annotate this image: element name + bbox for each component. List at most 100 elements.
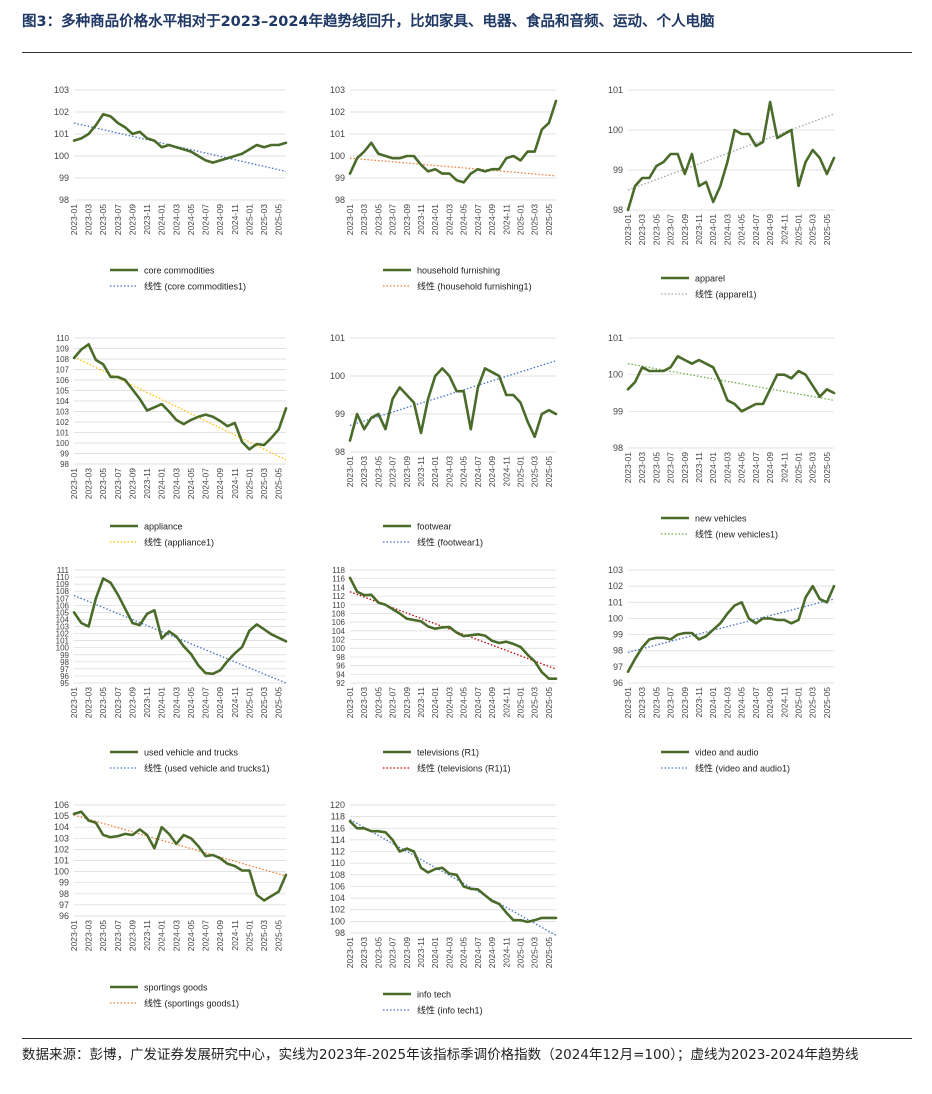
x-tick-label: 2025-05 — [274, 920, 284, 951]
y-tick-label: 94 — [336, 670, 345, 679]
x-tick-label: 2024-07 — [751, 452, 761, 483]
x-tick-label: 2023-11 — [694, 452, 704, 483]
x-tick-label: 2025-01 — [244, 920, 254, 951]
x-tick-label: 2025-03 — [530, 937, 540, 968]
x-tick-label: 2025-03 — [530, 687, 540, 718]
y-tick-label: 101 — [608, 333, 623, 343]
x-tick-label: 2023-11 — [142, 204, 152, 235]
legend-label-actual: televisions (R1) — [417, 748, 479, 758]
legend-label-trend: 线性 (televisions (R1)1) — [417, 763, 511, 774]
footer-divider — [22, 1038, 912, 1039]
x-tick-label: 2024-09 — [765, 452, 775, 483]
x-tick-label: 2025-05 — [822, 214, 832, 245]
x-tick-label: 2023-09 — [402, 204, 412, 235]
x-tick-label: 2023-05 — [651, 214, 661, 245]
x-tick-label: 2025-01 — [515, 937, 525, 968]
x-tick-label: 2024-03 — [171, 204, 181, 235]
x-tick-label: 2024-07 — [201, 920, 211, 951]
x-tick-label: 2023-05 — [98, 468, 108, 499]
y-tick-label: 102 — [56, 630, 70, 639]
y-tick-label: 106 — [56, 376, 70, 385]
y-tick-label: 101 — [54, 129, 69, 139]
x-tick-label: 2024-07 — [751, 214, 761, 245]
y-tick-label: 100 — [330, 371, 345, 381]
x-tick-label: 2025-03 — [808, 687, 818, 718]
legend-label-trend: 线性 (sportings goods1) — [144, 998, 239, 1009]
y-tick-label: 101 — [56, 429, 70, 438]
y-tick-label: 99 — [613, 406, 623, 416]
legend-label-trend: 线性 (new vehicles1) — [695, 529, 778, 540]
chart-panel-1: 98 99 100 101 102 103 2023-01 2023-03 2023-05 202… — [54, 85, 288, 292]
y-tick-label: 103 — [54, 833, 69, 843]
x-tick-label: 2023-03 — [637, 687, 647, 718]
x-tick-label: 2023-03 — [359, 687, 369, 718]
x-tick-label: 2024-05 — [459, 687, 469, 718]
x-tick-label: 2023-05 — [98, 687, 108, 718]
x-tick-label: 2024-05 — [459, 456, 469, 487]
y-tick-label: 101 — [608, 85, 623, 95]
y-tick-label: 100 — [608, 370, 623, 380]
x-tick-label: 2024-11 — [230, 204, 240, 235]
x-tick-label: 2023-07 — [113, 687, 123, 718]
trend-line — [627, 363, 835, 401]
x-tick-label: 2023-09 — [680, 214, 690, 245]
x-tick-label: 2024-09 — [765, 687, 775, 718]
x-tick-label: 2023-05 — [373, 456, 383, 487]
legend-label-actual: video and audio — [695, 748, 759, 758]
x-tick-label: 2023-07 — [388, 937, 398, 968]
x-tick-label: 2025-03 — [808, 214, 818, 245]
x-tick-label: 2023-11 — [416, 204, 426, 235]
y-tick-label: 98 — [335, 928, 345, 938]
x-tick-label: 2024-03 — [722, 214, 732, 245]
y-tick-label: 108 — [332, 609, 346, 618]
x-tick-label: 2024-03 — [171, 920, 181, 951]
chart-panel-2: 98 99 100 101 102 103 2023-01 2023-03 2023-05 202… — [330, 85, 558, 292]
series-line — [626, 354, 836, 413]
y-tick-label: 98 — [60, 658, 69, 667]
legend-label-trend: 线性 (video and audio1) — [695, 763, 790, 774]
x-tick-label: 2025-05 — [544, 456, 554, 487]
x-tick-label: 2023-09 — [402, 937, 412, 968]
x-tick-label: 2024-05 — [186, 920, 196, 951]
x-tick-label: 2023-05 — [373, 687, 383, 718]
x-tick-label: 2024-11 — [501, 937, 511, 968]
chart-panel-5: 98 99 100 101 2023-01 2023-03 2023-05 2023-07 20… — [330, 333, 558, 548]
x-tick-label: 2024-07 — [473, 937, 483, 968]
x-tick-label: 2024-01 — [157, 920, 167, 951]
x-tick-label: 2023-05 — [651, 452, 661, 483]
x-tick-label: 2025-03 — [530, 456, 540, 487]
y-tick-label: 110 — [56, 573, 69, 582]
series-line — [348, 99, 558, 184]
y-tick-label: 120 — [330, 800, 345, 810]
y-tick-label: 99 — [335, 409, 345, 419]
x-tick-label: 2023-11 — [694, 687, 704, 718]
x-tick-label: 2024-11 — [779, 687, 789, 718]
y-tick-label: 118 — [332, 566, 345, 575]
x-tick-label: 2023-11 — [142, 687, 152, 718]
x-tick-label: 2025-01 — [793, 687, 803, 718]
y-tick-label: 106 — [56, 601, 70, 610]
series-line — [626, 100, 836, 212]
y-tick-label: 107 — [56, 594, 70, 603]
legend-label-actual: sportings goods — [144, 983, 208, 993]
x-tick-label: 2024-11 — [779, 452, 789, 483]
y-tick-label: 96 — [60, 672, 69, 681]
y-tick-label: 99 — [60, 450, 69, 459]
x-tick-label: 2025-01 — [515, 204, 525, 235]
y-tick-label: 105 — [54, 811, 69, 821]
x-tick-label: 2024-07 — [201, 687, 211, 718]
x-tick-label: 2025-03 — [259, 920, 269, 951]
y-tick-label: 102 — [54, 844, 69, 854]
x-tick-label: 2024-05 — [186, 687, 196, 718]
y-tick-label: 101 — [54, 856, 69, 866]
x-tick-label: 2025-01 — [244, 468, 254, 499]
y-tick-label: 99 — [613, 165, 623, 175]
y-tick-label: 106 — [332, 618, 346, 627]
y-tick-label: 96 — [613, 678, 623, 688]
y-tick-label: 110 — [331, 858, 345, 868]
y-tick-label: 98 — [336, 653, 345, 662]
x-tick-label: 2024-03 — [444, 937, 454, 968]
x-tick-label: 2023-03 — [359, 937, 369, 968]
